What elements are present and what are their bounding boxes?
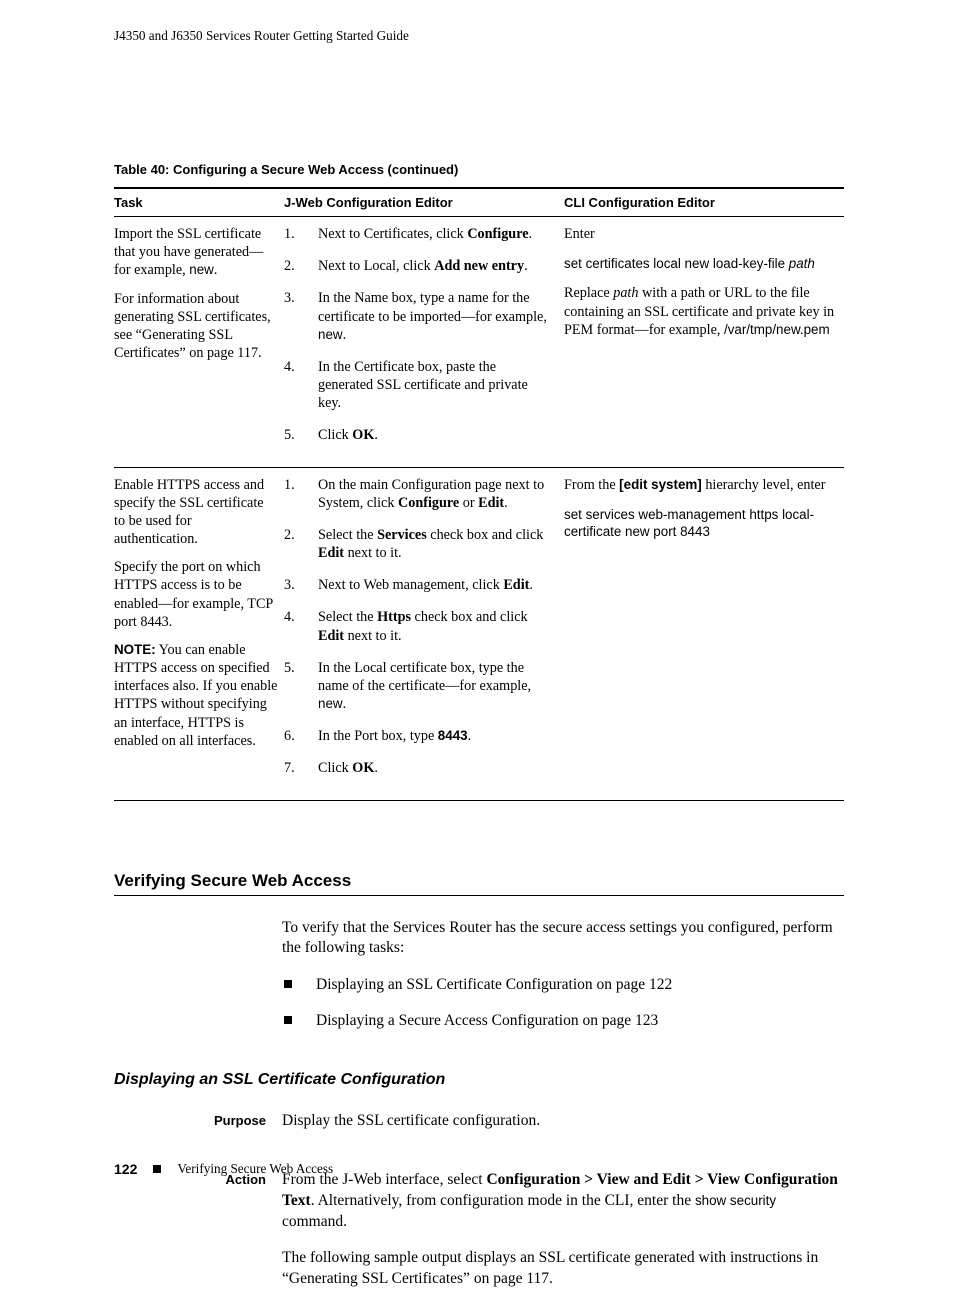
task-cell: Enable HTTPS access and specify the SSL …: [114, 467, 284, 800]
cli-cell: Enter set certificates local new load-ke…: [564, 217, 844, 468]
step: Next to Local, click Add new entry.: [284, 257, 558, 289]
jweb-cell: Next to Certificates, click Configure. N…: [284, 217, 564, 468]
section-heading: Verifying Secure Web Access: [114, 871, 844, 896]
table-caption: Table 40: Configuring a Secure Web Acces…: [114, 162, 844, 177]
cli-code: set services web-management https local-…: [564, 506, 838, 540]
col-header-jweb: J-Web Configuration Editor: [284, 188, 564, 217]
purpose-block: Purpose Display the SSL certificate conf…: [114, 1111, 844, 1148]
cli-text: Replace path with a path or URL to the f…: [564, 284, 838, 339]
jweb-steps: Next to Certificates, click Configure. N…: [284, 225, 558, 459]
action-text: From the J-Web interface, select Configu…: [282, 1170, 844, 1232]
jweb-steps: On the main Configuration page next to S…: [284, 476, 558, 792]
task-text: Import the SSL certificate that you have…: [114, 225, 278, 280]
footer-text: Verifying Secure Web Access: [177, 1161, 333, 1177]
task-text: Specify the port on which HTTPS access i…: [114, 558, 278, 631]
intro-paragraph: To verify that the Services Router has t…: [282, 918, 842, 959]
step: In the Port box, type 8443.: [284, 727, 558, 759]
page: J4350 and J6350 Services Router Getting …: [0, 0, 954, 1235]
step: In the Certificate box, paste the genera…: [284, 358, 558, 427]
action-content: From the J-Web interface, select Configu…: [282, 1170, 844, 1306]
action-label: Action: [114, 1170, 282, 1306]
step: Click OK.: [284, 759, 558, 791]
step: On the main Configuration page next to S…: [284, 476, 558, 526]
page-footer: 122 Verifying Secure Web Access: [114, 1161, 844, 1177]
purpose-label: Purpose: [114, 1111, 282, 1148]
table-row: Enable HTTPS access and specify the SSL …: [114, 467, 844, 800]
running-head: J4350 and J6350 Services Router Getting …: [114, 28, 844, 44]
task-text: Enable HTTPS access and specify the SSL …: [114, 476, 278, 549]
step: Next to Certificates, click Configure.: [284, 225, 558, 257]
cli-cell: From the [edit system] hierarchy level, …: [564, 467, 844, 800]
step: In the Name box, type a name for the cer…: [284, 289, 558, 358]
list-item: Displaying a Secure Access Configuration…: [282, 1011, 842, 1047]
action-text: The following sample output displays an …: [282, 1248, 844, 1290]
action-block: Action From the J-Web interface, select …: [114, 1170, 844, 1306]
task-text: For information about generating SSL cer…: [114, 290, 278, 363]
cli-code: set certificates local new load-key-file…: [564, 255, 838, 272]
table-header-row: Task J-Web Configuration Editor CLI Conf…: [114, 188, 844, 217]
step: Click OK.: [284, 426, 558, 458]
purpose-content: Display the SSL certificate configuratio…: [282, 1111, 844, 1148]
config-table: Task J-Web Configuration Editor CLI Conf…: [114, 187, 844, 801]
step: Next to Web management, click Edit.: [284, 576, 558, 608]
subsection-heading: Displaying an SSL Certificate Configurat…: [114, 1071, 844, 1089]
purpose-text: Display the SSL certificate configuratio…: [282, 1111, 844, 1132]
col-header-cli: CLI Configuration Editor: [564, 188, 844, 217]
square-bullet-icon: [153, 1165, 161, 1173]
step: In the Local certificate box, type the n…: [284, 659, 558, 728]
step: Select the Https check box and click Edi…: [284, 608, 558, 658]
task-note: NOTE: You can enable HTTPS access on spe…: [114, 641, 278, 750]
col-header-task: Task: [114, 188, 284, 217]
list-item: Displaying an SSL Certificate Configurat…: [282, 975, 842, 1011]
table-row: Import the SSL certificate that you have…: [114, 217, 844, 468]
cli-text: From the [edit system] hierarchy level, …: [564, 476, 838, 494]
step: Select the Services check box and click …: [284, 526, 558, 576]
task-cell: Import the SSL certificate that you have…: [114, 217, 284, 468]
page-number: 122: [114, 1161, 137, 1177]
task-list: Displaying an SSL Certificate Configurat…: [282, 975, 842, 1048]
jweb-cell: On the main Configuration page next to S…: [284, 467, 564, 800]
cli-text: Enter: [564, 225, 838, 243]
